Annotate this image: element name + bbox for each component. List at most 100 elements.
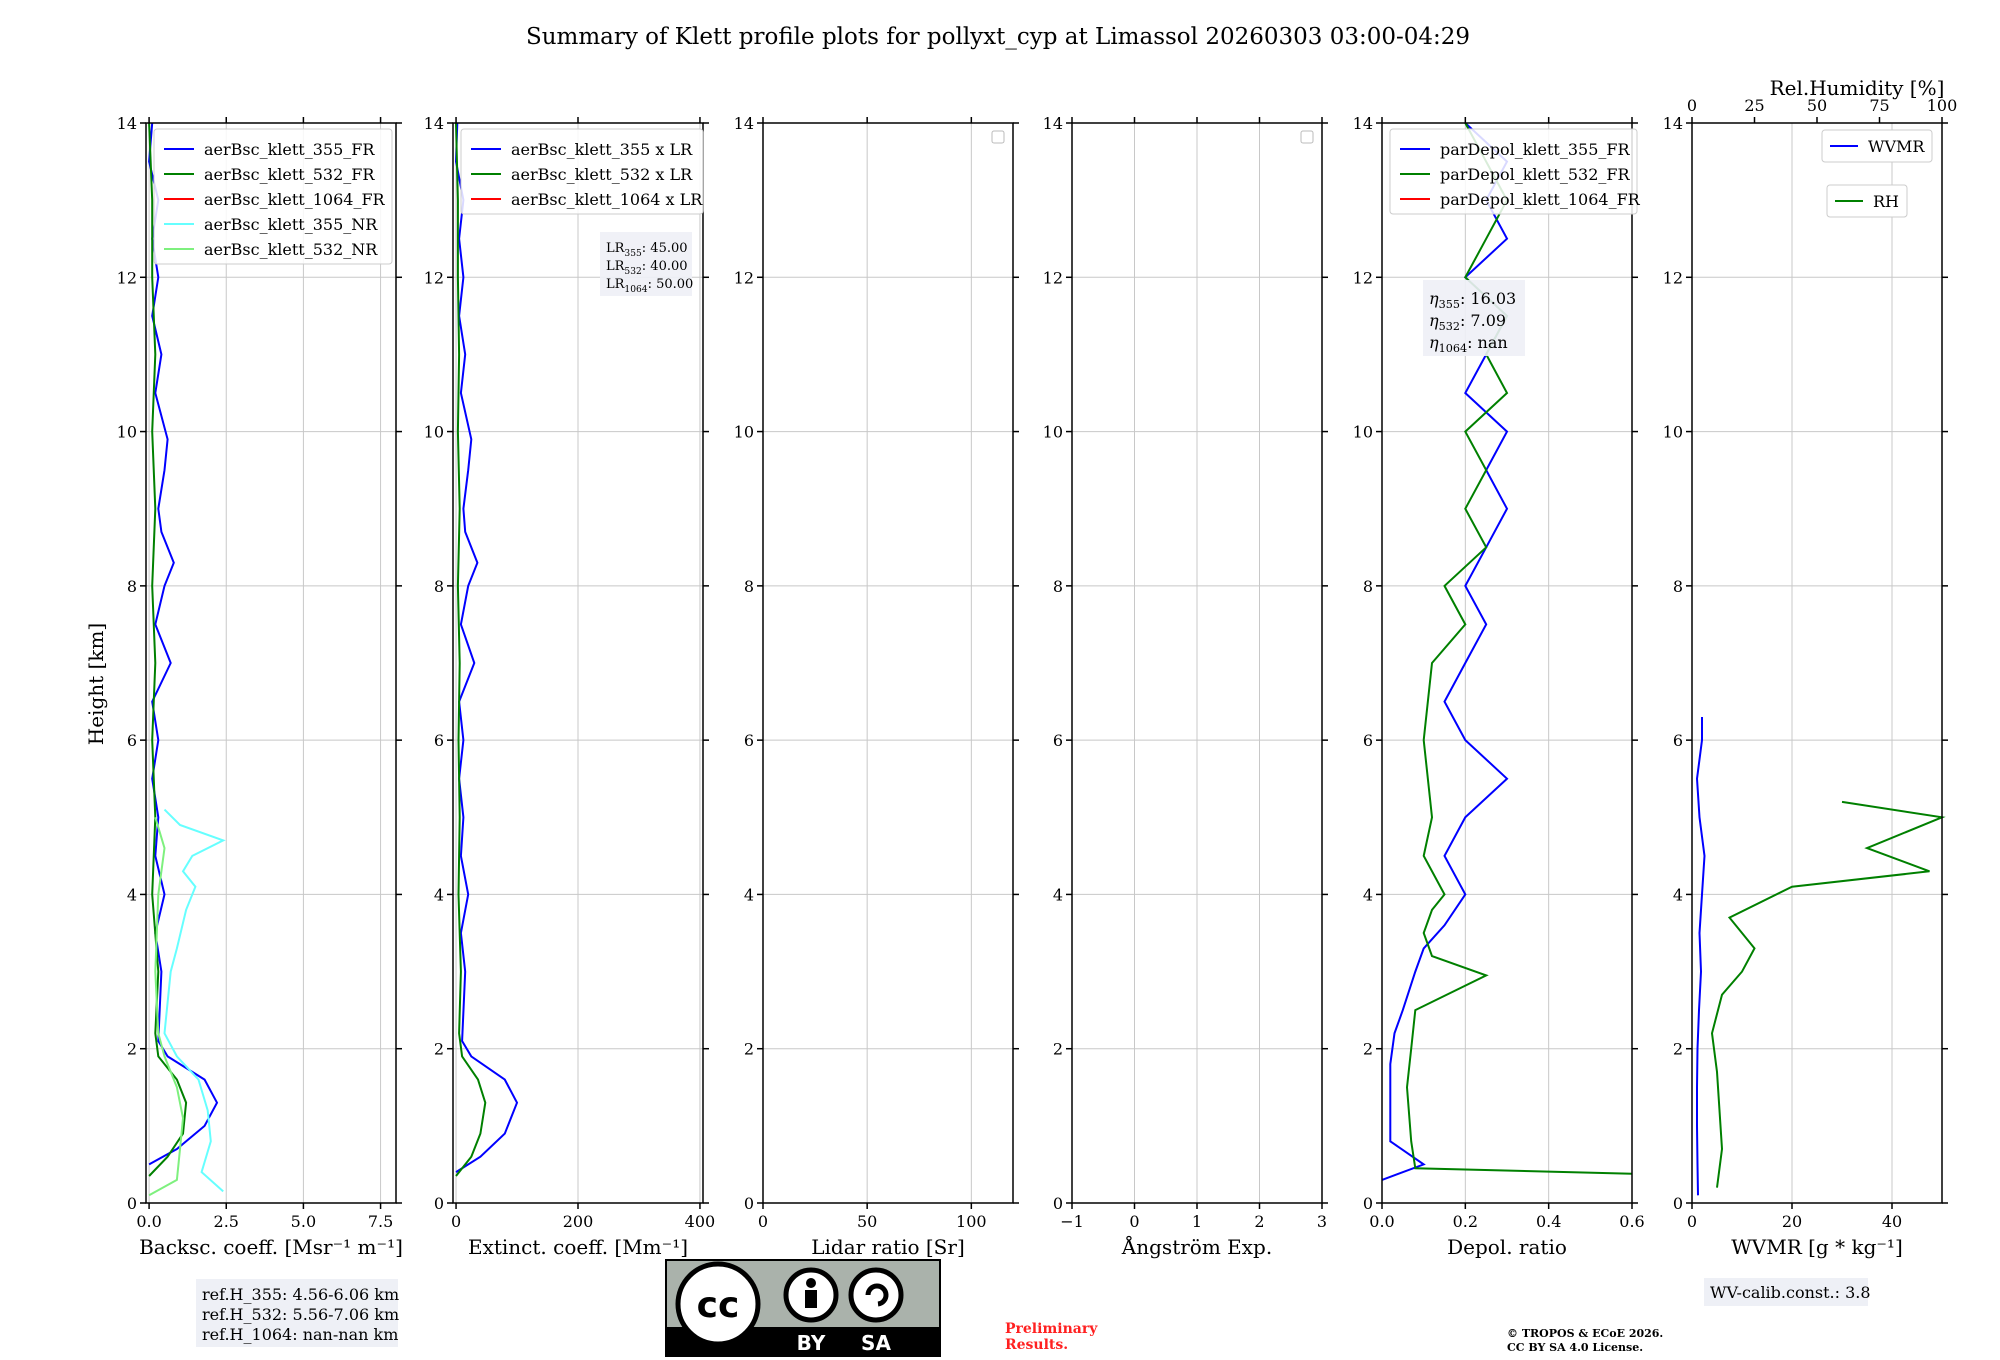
backscatter-legend: aerBsc_klett_355_FR aerBsc_klett_532_FRae…: [153, 128, 393, 265]
wvmr-top-xtick-label-0: 0: [1687, 96, 1697, 115]
backscatter-ytick-label-4: 8: [127, 577, 137, 596]
lidar-ratio-ytick-label-3: 6: [744, 731, 754, 750]
angstrom-xlabel: Ångström Exp.: [1121, 1234, 1272, 1259]
panel-depol: 0 2 4 6 8 10 12 14 0.0 0.2 0.4 0.6 Depol. ratio parDe…: [1353, 114, 1645, 1259]
panel-lidar-ratio: 0 2 4 6 8 10 12 14 0 50 100 Lidar ratio [Sr]: [734, 114, 1019, 1259]
lidar-ratio-xlabel: Lidar ratio [Sr]: [811, 1235, 965, 1259]
extinction-ytick-label-1: 2: [434, 1040, 444, 1059]
angstrom-ytick-label-4: 8: [1053, 577, 1063, 596]
angstrom-xtick-label-4: 3: [1317, 1212, 1327, 1231]
legend-label-pardepol-klett-355-fr: parDepol_klett_355_FR: [1440, 140, 1631, 159]
lidar-ratio-ytick-label-7: 14: [734, 114, 754, 133]
wvmr-top-xtick-label-1: 25: [1744, 96, 1764, 115]
copyright-line-2: CC BY SA 4.0 License.: [1507, 1341, 1643, 1354]
extinction-ytick-label-4: 8: [434, 577, 444, 596]
extinction-ytick-label-7: 14: [424, 114, 444, 133]
wvmr-series-wvmr: [1695, 717, 1706, 1196]
extinction-xtick-label-1: 200: [563, 1212, 594, 1231]
wvmr-ytick-label-1: 2: [1673, 1040, 1683, 1059]
lidar-ratio-ytick-label-4: 8: [744, 577, 754, 596]
depol-legend: parDepol_klett_355_FR parDepol_klett_532_…: [1389, 128, 1641, 215]
legend-label-aerbsc-klett-355-x-lr: aerBsc_klett_355 x LR: [511, 140, 693, 159]
backscatter-series-aerbsc-klett-355-fr: [148, 122, 219, 1166]
depol-xtick-label-2: 0.4: [1536, 1212, 1561, 1231]
angstrom-ytick-label-5: 10: [1043, 423, 1063, 442]
depol-legend-box: [1389, 128, 1638, 215]
legend-label-aerbsc-klett-532-nr: aerBsc_klett_532_NR: [204, 240, 378, 259]
backscatter-xtick-label-2: 5.0: [291, 1212, 316, 1231]
legend-wvmr: WVMR: [1821, 129, 1933, 163]
copyright-line-1: © TROPOS & ECoE 2026.: [1507, 1327, 1663, 1340]
lidar-ratio-ytick-label-6: 12: [734, 268, 754, 287]
legend-label-aerbsc-klett-532-fr: aerBsc_klett_532_FR: [204, 165, 375, 184]
wvmr-top-xtick-label-4: 100: [1927, 96, 1958, 115]
legend-label-pardepol-klett-1064-fr: parDepol_klett_1064_FR: [1440, 190, 1641, 209]
cc-license-badge: cc BY SA: [665, 1259, 941, 1357]
wvmr-xtick-label-0: 0: [1687, 1212, 1697, 1231]
lidar-ratio-xtick-label-1: 50: [857, 1212, 877, 1231]
wvmr-ytick-label-7: 14: [1663, 114, 1683, 133]
backscatter-axes-frame: [145, 122, 397, 1204]
angstrom-ytick-label-1: 2: [1053, 1040, 1063, 1059]
wvmr-xlabel: WVMR [g * kg⁻¹]: [1731, 1235, 1903, 1259]
depol-ytick-label-7: 14: [1353, 114, 1373, 133]
depol-info-line-2: η1064: nan: [1429, 333, 1508, 355]
panel-extinction: 0 2 4 6 8 10 12 14 0 200 400 Extinct. coeff. [Mm⁻¹]…: [424, 114, 716, 1259]
depol-ytick-label-2: 4: [1363, 885, 1373, 904]
backscatter-ytick-label-5: 10: [117, 423, 137, 442]
wvmr-ytick-label-3: 6: [1673, 731, 1683, 750]
extinction-legend: aerBsc_klett_355 x LR aerBsc_klett_532 x …: [460, 128, 704, 215]
panel-backscatter: 0 2 4 6 8 10 12 14 0.0 2.5 5.0 7.5 Backsc. coeff. [M…: [117, 114, 403, 1259]
figure-title: Summary of Klett profile plots for polly…: [526, 24, 1470, 50]
depol-ytick-label-1: 2: [1363, 1040, 1373, 1059]
extinction-series-aerbsc-klett-532-x-lr: [455, 122, 487, 1177]
depol-xtick-label-1: 0.2: [1453, 1212, 1478, 1231]
depol-xtick-label-3: 0.6: [1619, 1212, 1644, 1231]
by-person-body: [805, 1290, 817, 1308]
extinction-info-line-1: LR532: 40.00: [606, 259, 688, 277]
wv-calib-text: WV-calib.const.: 3.8: [1710, 1283, 1871, 1302]
angstrom-xtick-label-3: 2: [1254, 1212, 1264, 1231]
backscatter-xlabel: Backsc. coeff. [Msr⁻¹ m⁻¹]: [139, 1235, 403, 1259]
depol-info-box-bg: [1423, 280, 1525, 356]
lidar-ratio-empty-legend-icon: [991, 130, 1005, 144]
reference-height-box-bg: [196, 1279, 398, 1347]
legend-label-aerbsc-klett-1064-x-lr: aerBsc_klett_1064 x LR: [511, 190, 703, 209]
angstrom-ytick-label-2: 4: [1053, 885, 1063, 904]
depol-ytick-label-5: 10: [1353, 423, 1373, 442]
lidar-ratio-ytick-label-0: 0: [744, 1194, 754, 1213]
extinction-info-box-bg: [600, 232, 692, 296]
depol-axes-frame: [1381, 122, 1633, 1204]
extinction-info-line-2: LR1064: 50.00: [606, 277, 693, 295]
backscatter-series-aerbsc-klett-355-nr: [163, 808, 226, 1193]
wvmr-ytick-label-5: 10: [1663, 423, 1683, 442]
backscatter-series-aerbsc-klett-532-nr: [148, 817, 185, 1197]
angstrom-ytick-label-0: 0: [1053, 1194, 1063, 1213]
preliminary-line-1: Preliminary: [1005, 1321, 1098, 1337]
wvmr-axes-frame: [1691, 122, 1943, 1204]
legend-label-rh: RH: [1873, 192, 1899, 211]
sa-share-icon: [848, 1267, 904, 1323]
legend-label-aerbsc-klett-355-nr: aerBsc_klett_355_NR: [204, 215, 378, 234]
angstrom-ytick-label-7: 14: [1043, 114, 1063, 133]
wvmr-xtick-label-1: 20: [1782, 1212, 1802, 1231]
legend-box-wvmr: [1821, 129, 1933, 163]
lidar-ratio-ytick-label-2: 4: [744, 885, 754, 904]
extinction-xtick-label-2: 400: [685, 1212, 716, 1231]
extinction-ytick-label-2: 4: [434, 885, 444, 904]
wvmr-ytick-label-2: 4: [1673, 885, 1683, 904]
backscatter-ytick-label-1: 2: [127, 1040, 137, 1059]
preliminary-notice: Preliminary Results.: [1005, 1321, 1098, 1353]
extinction-xlabel: Extinct. coeff. [Mm⁻¹]: [468, 1235, 688, 1259]
backscatter-ytick-label-7: 14: [117, 114, 137, 133]
reference-height-box: ref.H_355: 4.56-6.06 km ref.H_532: 5.56-…: [196, 1279, 399, 1347]
backscatter-xtick-label-3: 7.5: [368, 1212, 393, 1231]
backscatter-ytick-label-6: 12: [117, 268, 137, 287]
depol-xtick-label-0: 0.0: [1369, 1212, 1394, 1231]
depol-ytick-label-6: 12: [1353, 268, 1373, 287]
extinction-ytick-label-0: 0: [434, 1194, 444, 1213]
backscatter-ytick-label-2: 4: [127, 885, 137, 904]
